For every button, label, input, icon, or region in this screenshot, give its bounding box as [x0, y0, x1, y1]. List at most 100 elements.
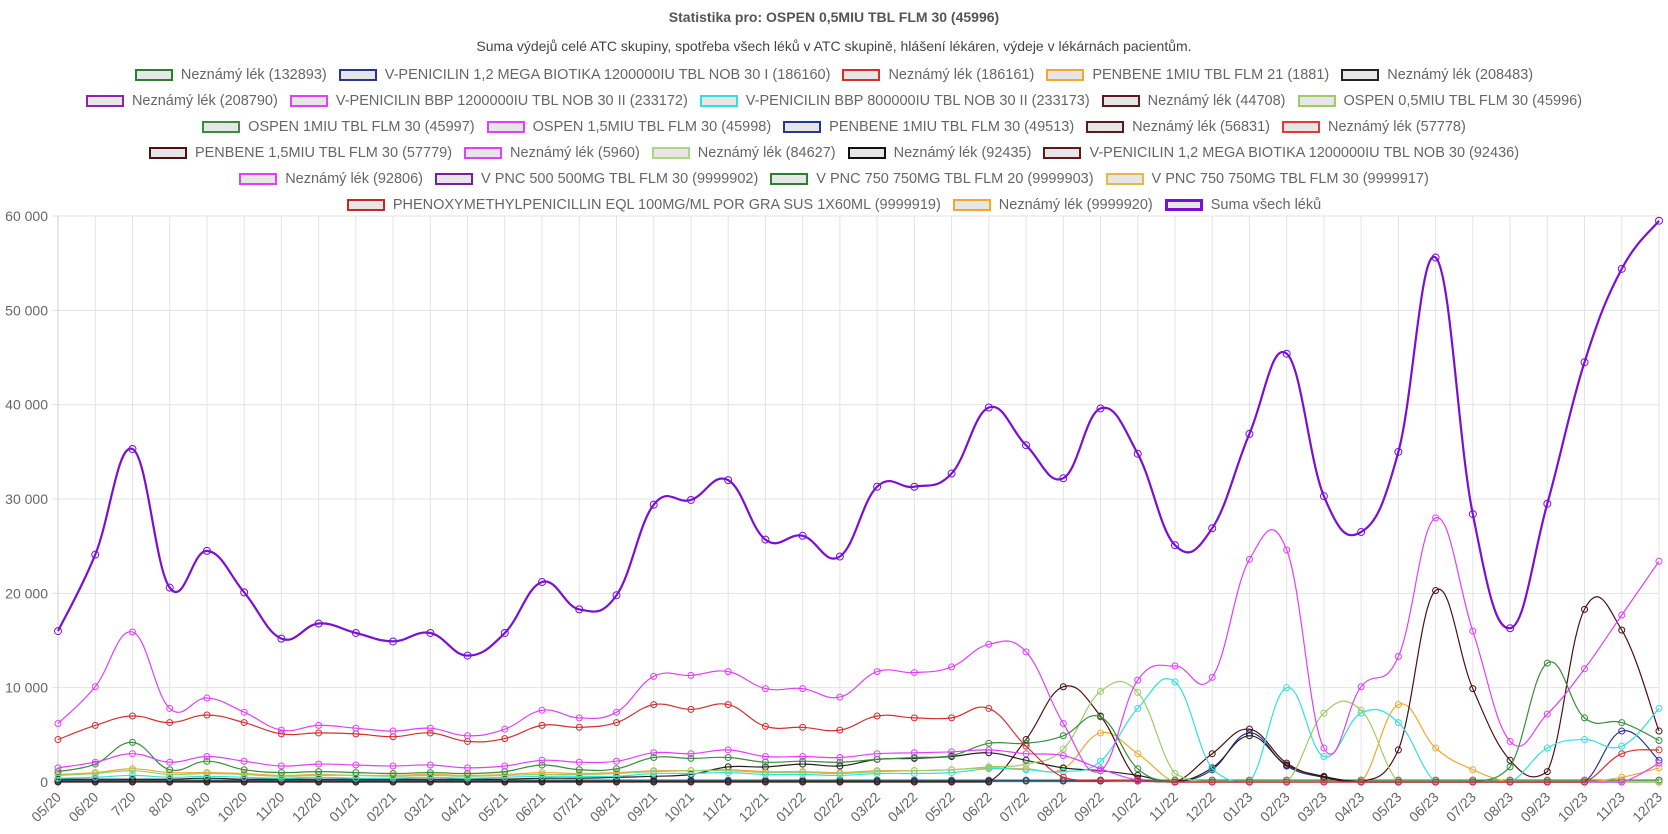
legend-item[interactable]: V-PENICILIN BBP 1200000IU TBL NOB 30 II … [289, 93, 688, 109]
legend-label: PENBENE 1MIU TBL FLM 21 (1881) [1092, 67, 1330, 83]
chart-subtitle: Suma výdejů celé ATC skupiny, spotřeba v… [476, 38, 1192, 54]
data-point [575, 723, 583, 731]
legend-item[interactable]: PHENOXYMETHYLPENICILLIN EQL 100MG/ML POR… [346, 197, 941, 213]
data-point [128, 445, 137, 454]
data-point [1506, 624, 1515, 633]
data-point [501, 778, 509, 786]
data-point [985, 763, 993, 771]
data-point [1543, 776, 1551, 784]
data-point [1655, 776, 1663, 784]
data-point [724, 701, 732, 709]
data-point [1320, 773, 1328, 781]
legend-item[interactable]: Neznámý lék (208790) [85, 93, 278, 109]
series-line [57, 678, 1660, 783]
data-point [1283, 546, 1291, 554]
data-point [1394, 746, 1402, 754]
legend-item[interactable]: V-PENICILIN 1,2 MEGA BIOTIKA 1200000IU T… [338, 67, 830, 83]
x-tick-label: 07/21 [549, 789, 585, 825]
legend-item[interactable]: PENBENE 1,5MIU TBL FLM 30 (57779) [148, 145, 452, 161]
legend-item[interactable]: Neznámý lék (132893) [134, 67, 327, 83]
data-point [166, 704, 174, 712]
x-tick-label: 07/22 [996, 789, 1032, 825]
data-point [724, 778, 732, 786]
data-point [724, 746, 732, 754]
data-point [835, 552, 844, 561]
data-point [836, 778, 844, 786]
data-point [389, 637, 398, 646]
data-point [315, 768, 323, 776]
data-point [1394, 653, 1402, 661]
data-point [128, 712, 136, 720]
data-point [873, 668, 881, 676]
legend-item[interactable]: Suma všech léků [1164, 197, 1321, 213]
legend-item[interactable]: Neznámý lék (57778) [1282, 119, 1466, 135]
data-point [1543, 768, 1551, 776]
data-point [1543, 744, 1551, 752]
data-point [277, 762, 285, 770]
data-point [277, 634, 286, 643]
data-point [501, 762, 509, 770]
data-point [724, 476, 733, 485]
data-point [389, 727, 397, 735]
x-tick-label: 8/20 [145, 789, 176, 820]
data-point [1655, 764, 1663, 772]
data-point [426, 769, 434, 777]
data-point [91, 683, 99, 691]
legend-swatch [289, 95, 328, 107]
legend-item[interactable]: V PNC 750 750MG TBL FLM 20 (9999903) [770, 171, 1094, 187]
x-tick-label: 01/22 [773, 789, 809, 825]
data-point [1097, 729, 1105, 737]
legend-item[interactable]: OSPEN 1,5MIU TBL FLM 30 (45998) [486, 119, 771, 135]
legend-item[interactable]: Neznámý lék (84627) [651, 145, 836, 161]
legend-item[interactable]: Neznámý lék (44708) [1101, 93, 1286, 109]
x-tick-label: 12/20 [289, 789, 325, 825]
x-tick-label: 7/20 [108, 789, 139, 820]
data-point [612, 591, 621, 600]
legend-label: OSPEN 1MIU TBL FLM 30 (45997) [248, 119, 475, 135]
data-point [1171, 678, 1179, 686]
data-point [1245, 732, 1253, 740]
data-point [128, 750, 136, 758]
data-point [1432, 778, 1440, 786]
x-tick-label: 10/23 [1555, 789, 1591, 825]
data-point [1655, 746, 1663, 754]
data-point [166, 778, 174, 786]
data-point [650, 770, 658, 778]
data-point [426, 724, 434, 732]
data-point [1431, 253, 1440, 262]
legend-item[interactable]: Neznámý lék (92806) [239, 171, 423, 187]
data-point [91, 721, 99, 729]
legend-item[interactable]: OSPEN 1MIU TBL FLM 30 (45997) [202, 119, 475, 135]
legend-item[interactable]: Neznámý lék (56831) [1086, 119, 1270, 135]
legend-item[interactable]: PENBENE 1MIU TBL FLM 21 (1881) [1046, 67, 1329, 83]
legend-item[interactable]: PENBENE 1MIU TBL FLM 30 (49513) [783, 119, 1074, 135]
legend-item[interactable]: Neznámý lék (186161) [842, 67, 1034, 83]
data-point [1432, 514, 1440, 522]
data-point [985, 739, 993, 747]
legend-item[interactable]: V-PENICILIN 1,2 MEGA BIOTIKA 1200000IU T… [1043, 145, 1519, 161]
x-tick-label: 05/21 [475, 789, 511, 825]
data-point [1432, 776, 1440, 784]
data-point [910, 767, 918, 775]
data-point [1022, 760, 1030, 768]
legend-item[interactable]: V-PENICILIN BBP 800000IU TBL NOB 30 II (… [699, 93, 1090, 109]
data-point [799, 753, 807, 761]
data-point [1245, 555, 1253, 563]
legend-item[interactable]: V PNC 500 500MG TBL FLM 30 (9999902) [435, 171, 758, 187]
legend-item[interactable]: Neznámý lék (5960) [464, 145, 640, 161]
data-point [1506, 763, 1514, 771]
data-point [1320, 744, 1328, 752]
legend-row: Neznámý lék (92806) V PNC 500 500MG TBL F… [0, 166, 1668, 192]
data-point [1059, 777, 1067, 785]
legend-label: OSPEN 0,5MIU TBL FLM 30 (45996) [1343, 93, 1583, 109]
legend-item[interactable]: Neznámý lék (92435) [847, 145, 1031, 161]
data-point [240, 757, 248, 765]
legend-swatch [346, 199, 385, 211]
legend-item[interactable]: V PNC 750 750MG TBL FLM 30 (9999917) [1105, 171, 1429, 187]
legend-item[interactable]: OSPEN 0,5MIU TBL FLM 30 (45996) [1297, 93, 1583, 109]
x-tick-label: 05/22 [922, 789, 958, 825]
legend-item[interactable]: Neznámý lék (208483) [1341, 67, 1533, 83]
legend-item[interactable]: Neznámý lék (9999920) [952, 197, 1153, 213]
data-point [1543, 778, 1551, 786]
data-point [1506, 778, 1514, 786]
